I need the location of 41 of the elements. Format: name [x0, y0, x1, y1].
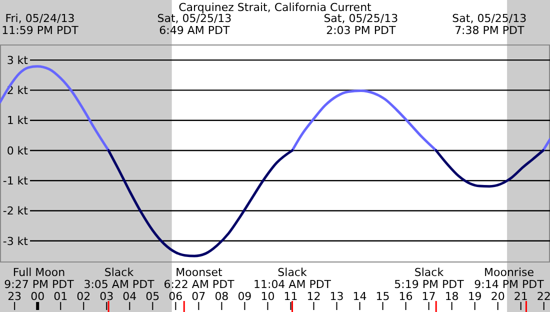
- y-tick-label: 3 kt: [6, 54, 29, 67]
- ref-line-label: Slack 3:05 AM PDT: [84, 266, 155, 291]
- x-tick-label: 00: [30, 290, 45, 303]
- x-tick-label: 03: [100, 290, 114, 303]
- text: Full Moon 9:27 PM PDT: [4, 266, 74, 291]
- ref-line-label: Slack 11:04 AM PDT: [253, 266, 332, 291]
- x-tick-label: 11: [284, 290, 298, 303]
- x-tick-label: 12: [306, 290, 321, 303]
- x-tick-label: 08: [214, 290, 229, 303]
- x-tick-label: 07: [192, 290, 206, 303]
- x-tick-label: 02: [76, 290, 91, 303]
- ref-line-label: Moonrise 9:14 PM PDT: [474, 266, 544, 291]
- x-tick-label: 01: [54, 290, 68, 303]
- chart-title: Carquinez Strait, California Current: [178, 1, 372, 14]
- ref-line-label: Moonset 6:22 AM PDT: [164, 266, 235, 291]
- x-tick-label: 22: [536, 290, 550, 303]
- y-tick-label: 0 kt: [6, 144, 29, 158]
- x-tick-label: 21: [514, 290, 528, 303]
- x-tick-label: 13: [330, 290, 344, 303]
- x-tick-label: 14: [352, 290, 367, 303]
- text: Fri, 05/24/13 11:59 PM PDT: [2, 12, 79, 37]
- x-tick-label: 09: [238, 290, 252, 303]
- ref-line-label: Slack 5:19 PM PDT: [394, 266, 464, 291]
- x-tick-label: 18: [444, 290, 459, 303]
- x-tick-label: 04: [122, 290, 137, 303]
- x-tick-label: 19: [468, 290, 482, 303]
- text: Sat, 05/25/13 7:38 PM PDT: [452, 12, 527, 37]
- x-tick-label: 23: [8, 290, 22, 303]
- x-tick-label: 20: [490, 290, 505, 303]
- y-tick-label: 1 kt: [6, 114, 29, 128]
- x-tick-label: 06: [168, 290, 183, 303]
- x-tick-label: 05: [146, 290, 160, 303]
- x-tick-label: 15: [376, 290, 390, 303]
- x-tick-label: 16: [398, 290, 413, 303]
- y-tick-label: -3 kt: [2, 234, 29, 248]
- x-tick-label: 10: [260, 290, 275, 303]
- text: Sat, 05/25/13 2:03 PM PDT: [324, 12, 398, 37]
- text: Sat, 05/25/13 6:49 AM PDT: [157, 12, 232, 37]
- y-tick-label: -2 kt: [2, 204, 29, 218]
- x-tick-label: 17: [422, 290, 436, 303]
- y-tick-label: -1 kt: [2, 174, 29, 188]
